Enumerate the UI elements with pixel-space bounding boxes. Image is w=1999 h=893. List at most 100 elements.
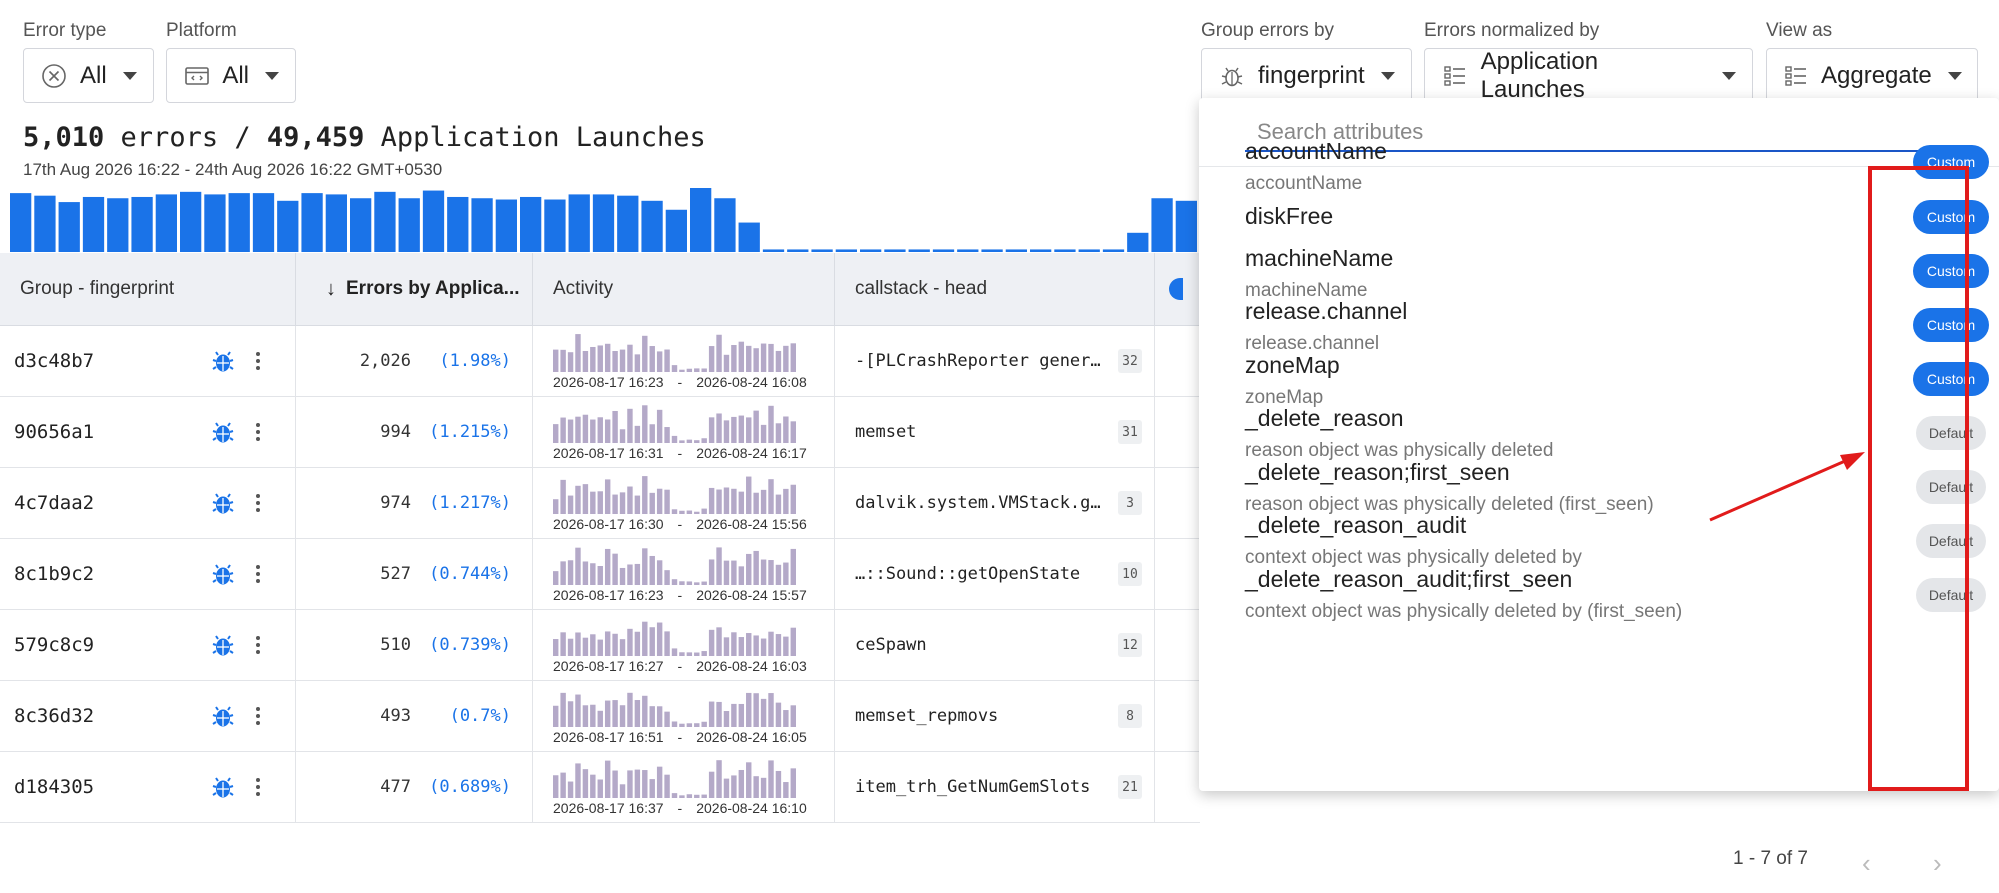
histogram-bar[interactable] xyxy=(495,199,517,252)
attribute-search-input[interactable] xyxy=(1245,114,1955,150)
histogram-bar[interactable] xyxy=(1054,249,1076,252)
histogram-bar[interactable] xyxy=(1005,249,1027,252)
histogram-bar[interactable] xyxy=(981,249,1003,252)
histogram-bar[interactable] xyxy=(10,193,32,252)
bug-icon[interactable] xyxy=(212,775,236,799)
histogram-bar[interactable] xyxy=(908,249,930,252)
histogram-bar[interactable] xyxy=(568,194,590,252)
activity-sparkline[interactable] xyxy=(553,474,798,514)
view-as-dropdown[interactable]: Aggregate xyxy=(1766,48,1978,103)
more-options-icon[interactable] xyxy=(248,775,268,799)
table-row[interactable]: 8c36d32 493 (0.7%) 2026-08-17 16:51-2026-08… xyxy=(0,681,1200,752)
bug-icon[interactable] xyxy=(212,633,236,657)
histogram-bar[interactable] xyxy=(1127,232,1149,252)
chevron-left-icon[interactable]: ‹ xyxy=(1862,848,1871,878)
histogram-bar[interactable] xyxy=(350,198,372,252)
chevron-right-icon[interactable]: › xyxy=(1933,848,1942,878)
histogram-bar[interactable] xyxy=(860,249,882,252)
histogram-bar[interactable] xyxy=(204,194,226,252)
more-options-icon[interactable] xyxy=(248,420,268,444)
column-header-activity[interactable]: Activity xyxy=(533,253,835,325)
more-options-icon[interactable] xyxy=(248,633,268,657)
histogram-bar[interactable] xyxy=(471,198,493,252)
attribute-item[interactable]: _delete_reason_audit;first_seen context o… xyxy=(1245,566,1985,623)
attribute-item[interactable]: accountName accountName xyxy=(1245,138,1985,195)
more-options-icon[interactable] xyxy=(248,491,268,515)
histogram-bar[interactable] xyxy=(131,196,153,252)
fingerprint-id[interactable]: 8c1b9c2 xyxy=(14,563,95,585)
activity-sparkline[interactable] xyxy=(553,616,798,656)
histogram-bar[interactable] xyxy=(82,196,105,252)
histogram-bar[interactable] xyxy=(957,249,979,252)
column-header-group[interactable]: Group - fingerprint xyxy=(0,253,296,325)
bug-icon[interactable] xyxy=(212,491,236,515)
callstack-head[interactable]: memset_repmovs xyxy=(855,706,999,726)
attribute-item[interactable]: release.channel release.channel xyxy=(1245,298,1985,355)
histogram-bar[interactable] xyxy=(180,191,202,252)
histogram-bar[interactable] xyxy=(374,191,396,252)
attribute-item[interactable]: _delete_reason reason object was physical… xyxy=(1245,405,1985,462)
attribute-item[interactable]: _delete_reason_audit context object was p… xyxy=(1245,512,1985,569)
histogram-bar[interactable] xyxy=(641,200,663,252)
error-type-dropdown[interactable]: All xyxy=(23,48,154,103)
histogram-bar[interactable] xyxy=(301,193,323,252)
more-options-icon[interactable] xyxy=(248,349,268,373)
activity-sparkline[interactable] xyxy=(553,545,798,585)
histogram-bar[interactable] xyxy=(422,190,445,252)
callstack-head[interactable]: -[PLCrashReporter genera… xyxy=(855,351,1110,371)
more-options-icon[interactable] xyxy=(248,562,268,586)
bug-icon[interactable] xyxy=(212,349,236,373)
bug-icon[interactable] xyxy=(212,562,236,586)
histogram-bar[interactable] xyxy=(835,249,857,252)
histogram-bar[interactable] xyxy=(1078,249,1100,252)
histogram-bar[interactable] xyxy=(1102,249,1125,252)
histogram-bar[interactable] xyxy=(325,194,347,252)
fingerprint-id[interactable]: 8c36d32 xyxy=(14,705,95,727)
table-row[interactable]: d184305 477 (0.689%) 2026-08-17 16:37-2026-… xyxy=(0,752,1200,823)
histogram-bar[interactable] xyxy=(228,193,250,252)
activity-sparkline[interactable] xyxy=(553,687,798,727)
histogram-bar[interactable] xyxy=(544,199,566,252)
histogram-bar[interactable] xyxy=(811,249,833,252)
histogram-bar[interactable] xyxy=(1030,249,1052,252)
histogram-bar[interactable] xyxy=(447,196,469,252)
histogram-bar[interactable] xyxy=(58,202,80,252)
column-header-callstack[interactable]: callstack - head xyxy=(835,253,1155,325)
callstack-head[interactable]: dalvik.system.VMStack.ge… xyxy=(855,493,1110,513)
callstack-head[interactable]: item_trh_GetNumGemSlots xyxy=(855,777,1091,797)
histogram-bar[interactable] xyxy=(592,194,615,252)
activity-sparkline[interactable] xyxy=(553,332,798,372)
table-row[interactable]: 90656a1 994 (1.215%) 2026-08-17 16:31-2026-… xyxy=(0,397,1200,468)
callstack-head[interactable]: ceSpawn xyxy=(855,635,927,655)
histogram-bar[interactable] xyxy=(1175,200,1197,252)
histogram-bar[interactable] xyxy=(252,193,275,252)
callstack-head[interactable]: memset xyxy=(855,422,917,442)
column-header-extra[interactable] xyxy=(1155,253,1200,325)
bug-icon[interactable] xyxy=(212,420,236,444)
histogram-bar[interactable] xyxy=(617,195,639,252)
histogram-bar[interactable] xyxy=(762,249,785,252)
histogram-bar[interactable] xyxy=(787,249,809,252)
histogram-bar[interactable] xyxy=(155,194,177,252)
histogram-bar[interactable] xyxy=(690,188,712,252)
normalized-by-dropdown[interactable]: Application Launches xyxy=(1424,48,1753,103)
histogram-bar[interactable] xyxy=(277,200,299,252)
histogram-bar[interactable] xyxy=(884,249,906,252)
histogram-bar[interactable] xyxy=(738,222,760,252)
bug-icon[interactable] xyxy=(212,704,236,728)
histogram-bar[interactable] xyxy=(1151,198,1173,252)
table-row[interactable]: 4c7daa2 974 (1.217%) 2026-08-17 16:30-2026-… xyxy=(0,468,1200,539)
histogram-bar[interactable] xyxy=(398,198,420,252)
attribute-item[interactable]: _delete_reason;first_seen reason object w… xyxy=(1245,459,1985,516)
attribute-item[interactable]: zoneMap zoneMap xyxy=(1245,352,1985,409)
fingerprint-id[interactable]: 90656a1 xyxy=(14,421,95,443)
column-header-errors[interactable]: ↓ Errors by Applica... xyxy=(296,253,533,325)
fingerprint-id[interactable]: 579c8c9 xyxy=(14,634,95,656)
histogram-bar[interactable] xyxy=(34,195,56,252)
histogram-bar[interactable] xyxy=(107,198,129,252)
group-by-dropdown[interactable]: fingerprint xyxy=(1201,48,1412,103)
attribute-item[interactable]: diskFree xyxy=(1245,203,1985,230)
histogram-bar[interactable] xyxy=(520,196,542,252)
fingerprint-id[interactable]: d3c48b7 xyxy=(14,350,95,372)
table-row[interactable]: 579c8c9 510 (0.739%) 2026-08-17 16:27-2026-… xyxy=(0,610,1200,681)
